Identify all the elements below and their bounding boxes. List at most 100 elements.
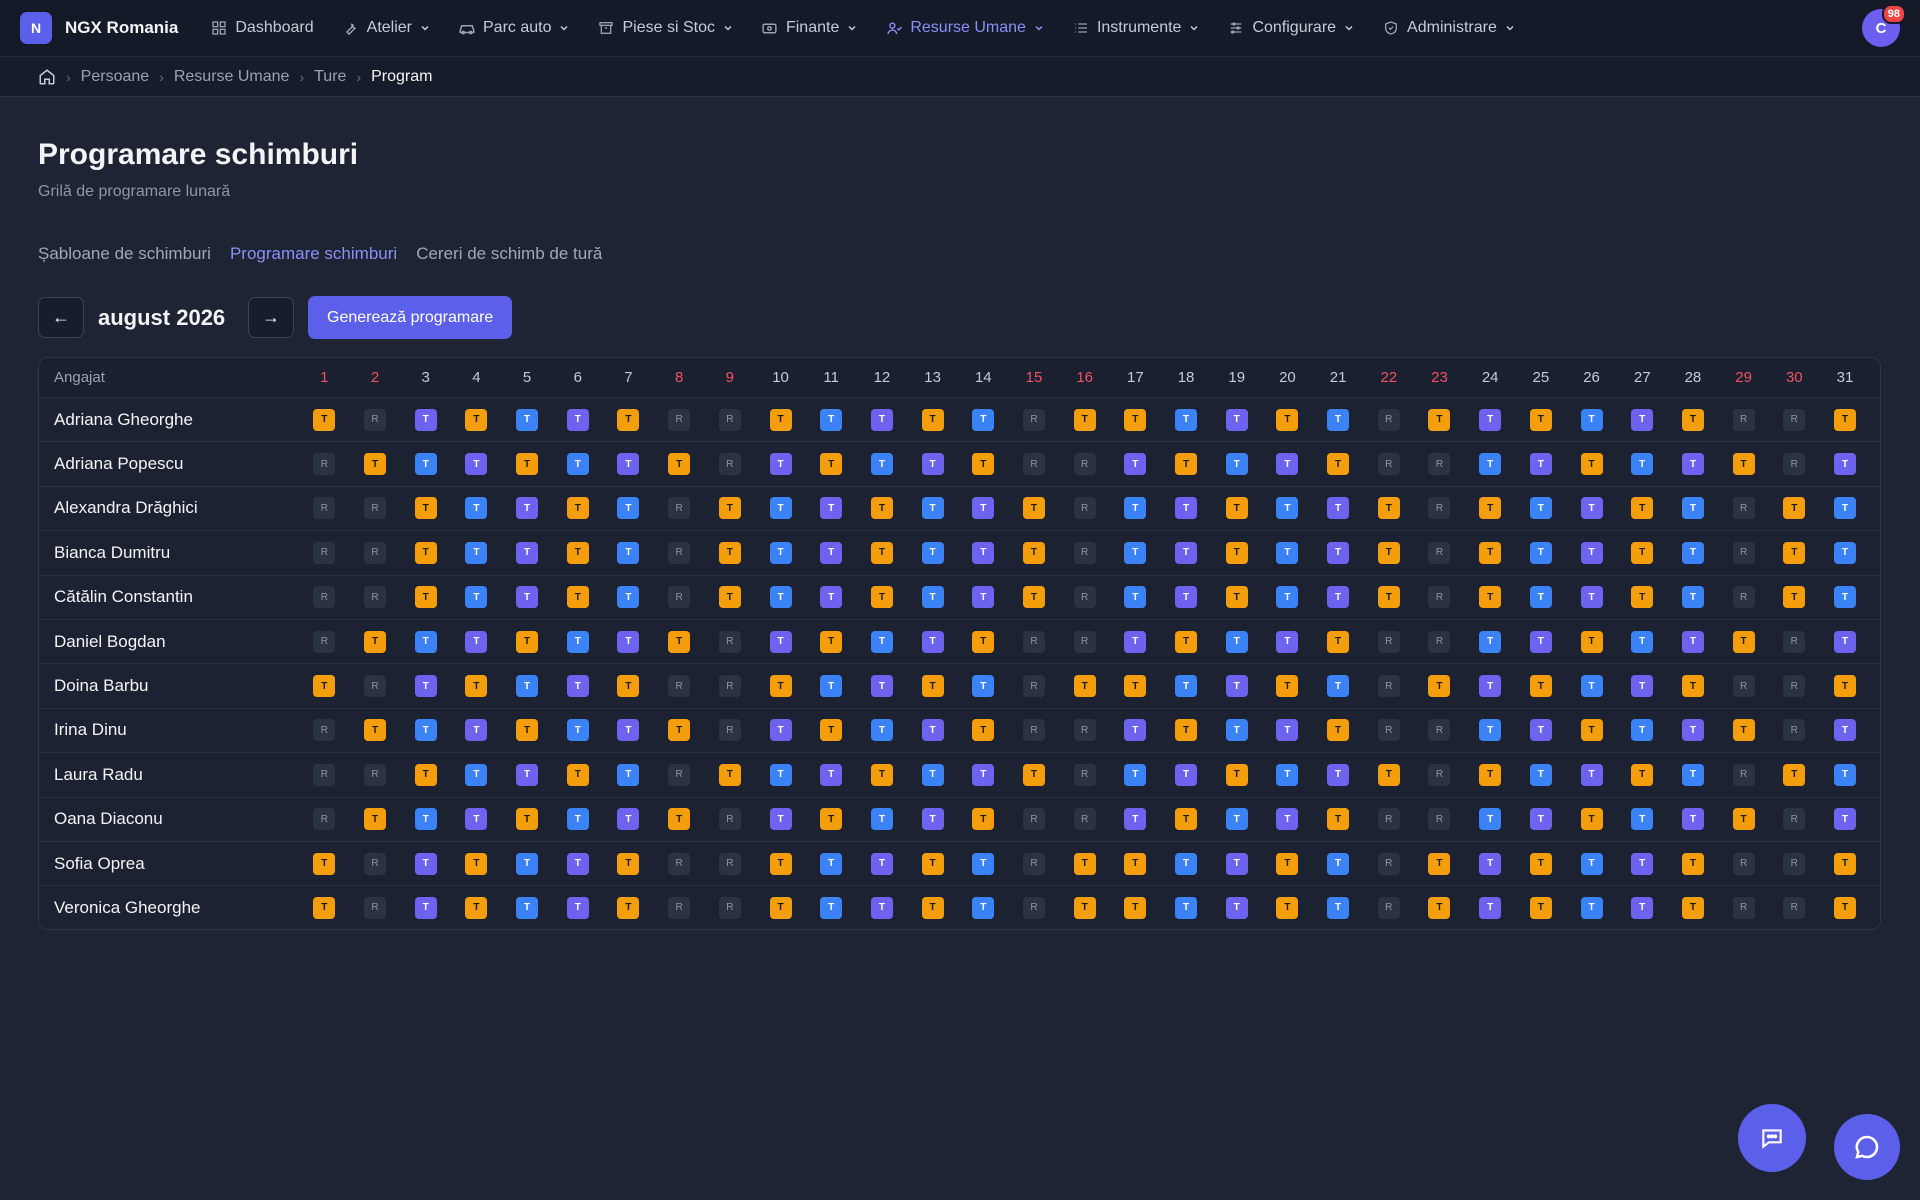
shift-cell[interactable]: R (1718, 586, 1769, 609)
shift-cell[interactable]: T (1262, 541, 1313, 564)
shift-cell[interactable]: T (1668, 896, 1719, 919)
nav-configurare[interactable]: Configurare (1213, 0, 1368, 57)
shift-cell[interactable]: T (1465, 896, 1516, 919)
shift-cell[interactable]: T (755, 896, 806, 919)
shift-cell[interactable]: T (603, 408, 654, 431)
shift-cell[interactable]: T (1161, 453, 1212, 476)
shift-cell[interactable]: R (1769, 808, 1820, 831)
shift-cell[interactable]: T (1668, 630, 1719, 653)
shift-cell[interactable]: T (857, 763, 908, 786)
shift-cell[interactable]: T (1059, 675, 1110, 698)
shift-cell[interactable]: R (1059, 808, 1110, 831)
shift-cell[interactable]: T (1211, 408, 1262, 431)
shift-cell[interactable]: R (1769, 453, 1820, 476)
shift-cell[interactable]: T (1059, 896, 1110, 919)
shift-cell[interactable]: T (1313, 719, 1364, 742)
shift-cell[interactable]: T (552, 896, 603, 919)
shift-cell[interactable]: T (907, 675, 958, 698)
shift-cell[interactable]: R (705, 408, 756, 431)
user-avatar[interactable]: C 98 (1862, 4, 1906, 47)
shift-cell[interactable]: T (502, 852, 553, 875)
shift-cell[interactable]: T (451, 763, 502, 786)
shift-cell[interactable]: T (857, 497, 908, 520)
shift-cell[interactable]: T (603, 675, 654, 698)
shift-cell[interactable]: T (1414, 852, 1465, 875)
nav-dashboard[interactable]: Dashboard (196, 0, 327, 57)
shift-cell[interactable]: R (1363, 896, 1414, 919)
shift-cell[interactable]: T (1262, 497, 1313, 520)
shift-cell[interactable]: T (958, 763, 1009, 786)
shift-cell[interactable]: T (1110, 586, 1161, 609)
shift-cell[interactable]: T (1313, 497, 1364, 520)
shift-cell[interactable]: R (1718, 675, 1769, 698)
shift-cell[interactable]: R (299, 719, 350, 742)
shift-cell[interactable]: T (1566, 852, 1617, 875)
shift-cell[interactable]: R (1009, 808, 1060, 831)
shift-cell[interactable]: T (603, 852, 654, 875)
shift-cell[interactable]: T (1161, 586, 1212, 609)
nav-instrumente[interactable]: Instrumente (1058, 0, 1213, 57)
shift-cell[interactable]: T (1617, 808, 1668, 831)
shift-cell[interactable]: T (806, 896, 857, 919)
shift-cell[interactable]: T (400, 852, 451, 875)
shift-cell[interactable]: T (451, 497, 502, 520)
shift-cell[interactable]: T (502, 808, 553, 831)
shift-cell[interactable]: T (299, 675, 350, 698)
shift-cell[interactable]: T (806, 630, 857, 653)
shift-cell[interactable]: T (552, 408, 603, 431)
shift-cell[interactable]: T (1262, 763, 1313, 786)
shift-cell[interactable]: T (552, 453, 603, 476)
tab-shift-swap-requests[interactable]: Cereri de schimb de tură (416, 244, 603, 263)
shift-cell[interactable]: T (552, 763, 603, 786)
tab-shift-templates[interactable]: Șabloane de schimburi (38, 244, 211, 263)
shift-cell[interactable]: T (1313, 675, 1364, 698)
shift-cell[interactable]: R (1009, 896, 1060, 919)
shift-cell[interactable]: T (1363, 497, 1414, 520)
shift-cell[interactable]: T (552, 675, 603, 698)
shift-cell[interactable]: T (1668, 675, 1719, 698)
shift-cell[interactable]: R (350, 541, 401, 564)
shift-cell[interactable]: R (299, 541, 350, 564)
shift-cell[interactable]: T (1617, 497, 1668, 520)
shift-cell[interactable]: T (1363, 586, 1414, 609)
nav-parc-auto[interactable]: Parc auto (444, 0, 583, 57)
nav-administrare[interactable]: Administrare (1368, 0, 1529, 57)
shift-cell[interactable]: R (299, 586, 350, 609)
shift-cell[interactable]: R (654, 852, 705, 875)
shift-cell[interactable]: R (1718, 896, 1769, 919)
shift-cell[interactable]: T (1211, 763, 1262, 786)
shift-cell[interactable]: T (1110, 808, 1161, 831)
shift-cell[interactable]: R (705, 675, 756, 698)
shift-cell[interactable]: T (1668, 763, 1719, 786)
shift-cell[interactable]: R (654, 541, 705, 564)
next-month-button[interactable]: → (248, 297, 294, 338)
shift-cell[interactable]: T (1820, 541, 1871, 564)
shift-cell[interactable]: T (705, 497, 756, 520)
shift-cell[interactable]: T (400, 408, 451, 431)
shift-cell[interactable]: T (451, 852, 502, 875)
shift-cell[interactable]: T (451, 808, 502, 831)
shift-cell[interactable]: R (1059, 586, 1110, 609)
shift-cell[interactable]: T (857, 852, 908, 875)
messages-fab[interactable] (1738, 1104, 1806, 1172)
shift-cell[interactable]: R (299, 497, 350, 520)
shift-cell[interactable]: R (1059, 453, 1110, 476)
shift-cell[interactable]: T (1313, 896, 1364, 919)
shift-cell[interactable]: T (755, 541, 806, 564)
shift-cell[interactable]: R (654, 675, 705, 698)
shift-cell[interactable]: T (400, 586, 451, 609)
shift-cell[interactable]: T (857, 630, 908, 653)
shift-cell[interactable]: R (1009, 675, 1060, 698)
shift-cell[interactable]: T (1211, 808, 1262, 831)
shift-cell[interactable]: T (806, 541, 857, 564)
shift-cell[interactable]: T (1262, 675, 1313, 698)
shift-cell[interactable]: R (705, 808, 756, 831)
shift-cell[interactable]: T (1009, 586, 1060, 609)
shift-cell[interactable]: R (1414, 497, 1465, 520)
shift-cell[interactable]: T (1566, 675, 1617, 698)
shift-cell[interactable]: T (857, 453, 908, 476)
shift-cell[interactable]: T (755, 586, 806, 609)
shift-cell[interactable]: T (1161, 852, 1212, 875)
shift-cell[interactable]: T (857, 808, 908, 831)
shift-cell[interactable]: T (1617, 630, 1668, 653)
